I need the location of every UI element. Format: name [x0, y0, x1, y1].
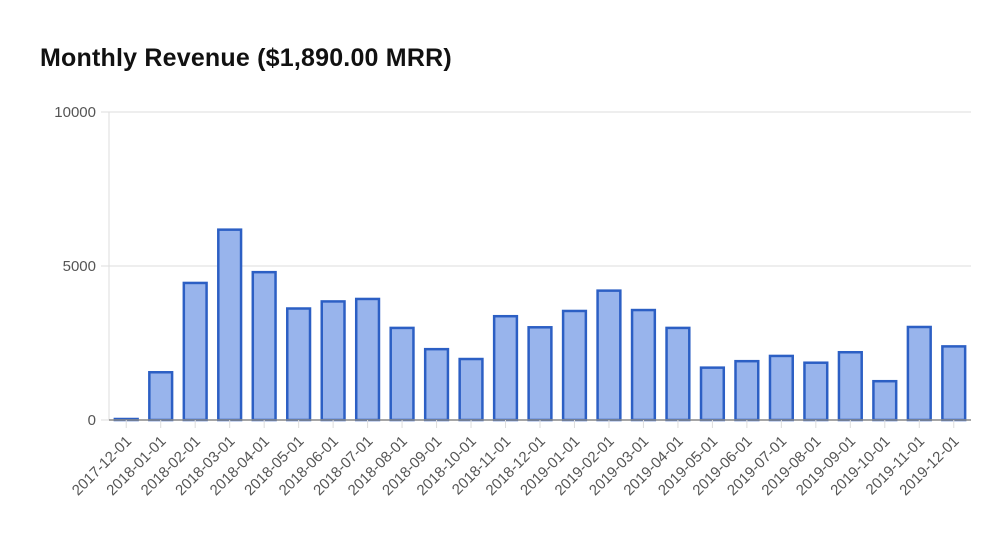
bar-series — [113, 228, 967, 422]
bar[interactable] — [596, 289, 622, 422]
page-title: Monthly Revenue ($1,890.00 MRR) — [40, 44, 452, 72]
bar[interactable] — [251, 270, 277, 422]
bar[interactable] — [699, 366, 726, 422]
bar[interactable] — [630, 308, 657, 422]
bar[interactable] — [872, 379, 898, 422]
y-tick-label: 10000 — [54, 104, 96, 121]
bar[interactable] — [148, 371, 174, 422]
bar[interactable] — [906, 325, 932, 422]
bar[interactable] — [458, 357, 484, 422]
y-axis-ticks: 0 5000 10000 — [54, 104, 109, 429]
bar[interactable] — [527, 326, 553, 422]
bar[interactable] — [492, 314, 519, 422]
bar[interactable] — [423, 347, 450, 422]
bar[interactable] — [561, 309, 588, 422]
bar[interactable] — [182, 281, 208, 422]
bar[interactable] — [941, 345, 967, 422]
bar[interactable] — [217, 228, 243, 422]
bar[interactable] — [286, 307, 312, 422]
bar[interactable] — [768, 354, 794, 422]
bar[interactable] — [665, 326, 691, 422]
x-axis-ticks: 2017-12-012018-01-012018-02-012018-03-01… — [69, 420, 963, 499]
bar[interactable] — [734, 359, 760, 422]
bar[interactable] — [389, 326, 415, 422]
bar[interactable] — [320, 300, 346, 422]
bar[interactable] — [803, 361, 829, 422]
y-tick-label: 0 — [88, 412, 96, 429]
bar[interactable] — [354, 297, 381, 422]
y-tick-label: 5000 — [63, 258, 96, 275]
bar[interactable] — [837, 350, 863, 422]
